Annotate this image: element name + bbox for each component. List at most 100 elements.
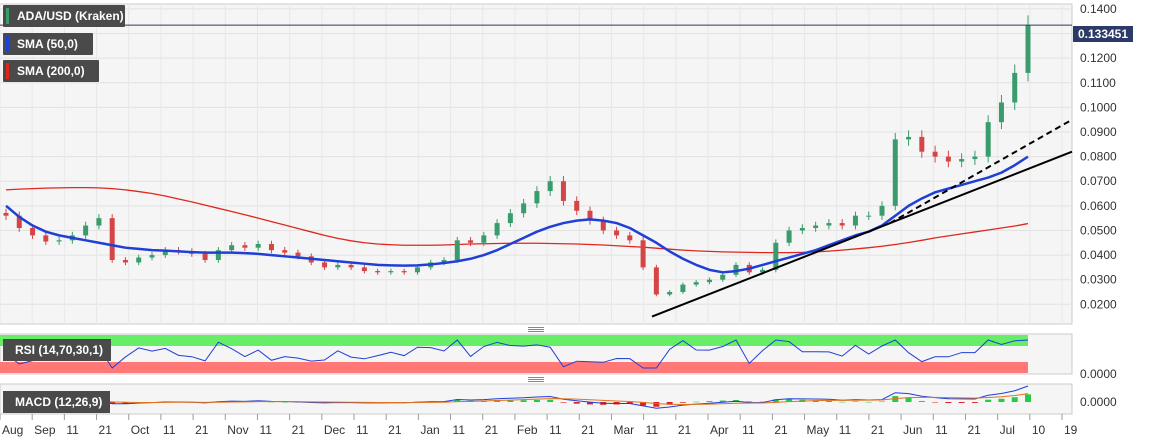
candle-body bbox=[255, 244, 261, 248]
macd-histogram-bar bbox=[507, 400, 514, 402]
x-tick-label: 10 bbox=[1032, 423, 1046, 437]
symbol-swatch bbox=[6, 8, 9, 24]
support-trendline bbox=[651, 150, 1073, 318]
sma50-swatch bbox=[6, 36, 9, 52]
candle-body bbox=[813, 225, 819, 228]
rsi-y-tick: 0.0000 bbox=[1080, 367, 1117, 381]
x-tick-label: Dec bbox=[324, 423, 345, 437]
x-tick-label: 11 bbox=[259, 423, 272, 437]
sma200-legend[interactable]: SMA (200,0) bbox=[3, 60, 99, 82]
macd-histogram-bar bbox=[759, 401, 766, 403]
x-tick-label: 11 bbox=[742, 423, 755, 437]
macd-histogram-bar bbox=[533, 399, 540, 402]
candle-body bbox=[640, 240, 646, 268]
y-tick-label: 0.0600 bbox=[1080, 199, 1117, 213]
y-tick-label: 0.0700 bbox=[1080, 174, 1117, 188]
candle-body bbox=[83, 225, 89, 236]
candle-body bbox=[282, 250, 288, 253]
rsi-overbought-zone bbox=[0, 335, 1028, 346]
symbol-legend[interactable]: ADA/USD (Kraken) bbox=[3, 5, 125, 27]
sma200-line bbox=[5, 186, 1029, 254]
y-tick-label: 0.1400 bbox=[1080, 2, 1117, 16]
x-tick-label: 21 bbox=[774, 423, 788, 437]
x-tick-label: Jul bbox=[1000, 423, 1015, 437]
candle-body bbox=[852, 215, 858, 226]
current-price-tag: 0.133451 bbox=[1073, 26, 1133, 42]
rsi-oversold-zone bbox=[0, 362, 1028, 373]
x-tick-label: 21 bbox=[581, 423, 595, 437]
candle-body bbox=[43, 235, 49, 242]
candle-body bbox=[202, 253, 208, 260]
candle-body bbox=[521, 203, 527, 214]
y-tick-label: 0.1000 bbox=[1080, 100, 1117, 114]
candle-body bbox=[268, 244, 274, 251]
candle-body bbox=[534, 191, 540, 204]
macd-histogram-bar bbox=[547, 399, 554, 402]
candle-body bbox=[295, 252, 301, 257]
candle-body bbox=[906, 136, 912, 140]
candle-body bbox=[414, 267, 420, 273]
candle-body bbox=[454, 240, 460, 260]
candle-body bbox=[560, 181, 566, 201]
candle-body bbox=[760, 269, 766, 273]
candle-body bbox=[122, 260, 128, 263]
candle-body bbox=[1025, 25, 1031, 73]
macd-panel-resize-handle[interactable] bbox=[528, 377, 544, 382]
macd-histogram-bar bbox=[852, 401, 859, 402]
sma50-line bbox=[5, 155, 1029, 274]
candle-body bbox=[335, 264, 341, 268]
candle-body bbox=[653, 267, 659, 295]
candle-body bbox=[162, 250, 168, 256]
macd-histogram-bar bbox=[640, 402, 647, 406]
macd-histogram-bar bbox=[719, 400, 726, 402]
candle-body bbox=[388, 271, 394, 273]
candle-body bbox=[30, 228, 36, 236]
x-tick-label: Jun bbox=[903, 423, 922, 437]
candle-body bbox=[959, 159, 965, 162]
macd-histogram-bar bbox=[573, 402, 580, 404]
x-tick-label: 21 bbox=[678, 423, 692, 437]
macd-legend[interactable]: MACD (12,26,9) bbox=[3, 391, 111, 413]
sma200-layer bbox=[5, 186, 1029, 254]
candle-body bbox=[720, 274, 726, 280]
x-tick-label: 21 bbox=[871, 423, 885, 437]
sma50-legend[interactable]: SMA (50,0) bbox=[3, 33, 93, 55]
rsi-layer: 0.0000 bbox=[0, 335, 1117, 381]
macd-histogram-bar bbox=[454, 399, 461, 402]
macd-histogram-bar bbox=[985, 399, 992, 402]
x-tick-label: 21 bbox=[195, 423, 209, 437]
x-tick-label: 21 bbox=[967, 423, 981, 437]
candle-body bbox=[56, 240, 62, 242]
candle-body bbox=[494, 223, 500, 236]
y-tick-label: 0.1200 bbox=[1080, 51, 1117, 65]
trendlines-layer bbox=[651, 118, 1073, 318]
candle-body bbox=[693, 282, 699, 285]
sma50-label: SMA (50,0) bbox=[17, 37, 78, 51]
macd-histogram-bar bbox=[109, 402, 116, 404]
rsi-legend[interactable]: RSI (14,70,30,1) bbox=[3, 339, 112, 361]
candle-body bbox=[16, 215, 22, 228]
rsi-label: RSI (14,70,30,1) bbox=[15, 343, 104, 357]
candle-body bbox=[149, 255, 155, 258]
candle-body bbox=[786, 230, 792, 243]
symbol-title: ADA/USD (Kraken) bbox=[17, 9, 124, 23]
macd-histogram-bar bbox=[772, 399, 779, 402]
candle-body bbox=[229, 245, 235, 251]
candle-body bbox=[866, 215, 872, 217]
candle-body bbox=[375, 271, 381, 273]
rsi-panel-resize-handle[interactable] bbox=[528, 327, 544, 332]
sma50-layer bbox=[5, 155, 1029, 274]
macd-histogram-bar bbox=[905, 398, 912, 402]
x-tick-label: Mar bbox=[613, 423, 634, 437]
current-price-value: 0.133451 bbox=[1077, 27, 1129, 41]
candle-body bbox=[1012, 72, 1018, 103]
x-tick-label: 11 bbox=[356, 423, 369, 437]
macd-histogram-bar bbox=[879, 401, 885, 403]
macd-histogram-bar bbox=[1025, 394, 1031, 402]
x-tick-label: Feb bbox=[517, 423, 538, 437]
macd-histogram-bar bbox=[918, 400, 925, 402]
x-tick-label: 11 bbox=[453, 423, 466, 437]
x-tick-label: 21 bbox=[485, 423, 499, 437]
signal-line bbox=[5, 393, 1029, 405]
macd-histogram-bar bbox=[865, 401, 872, 403]
